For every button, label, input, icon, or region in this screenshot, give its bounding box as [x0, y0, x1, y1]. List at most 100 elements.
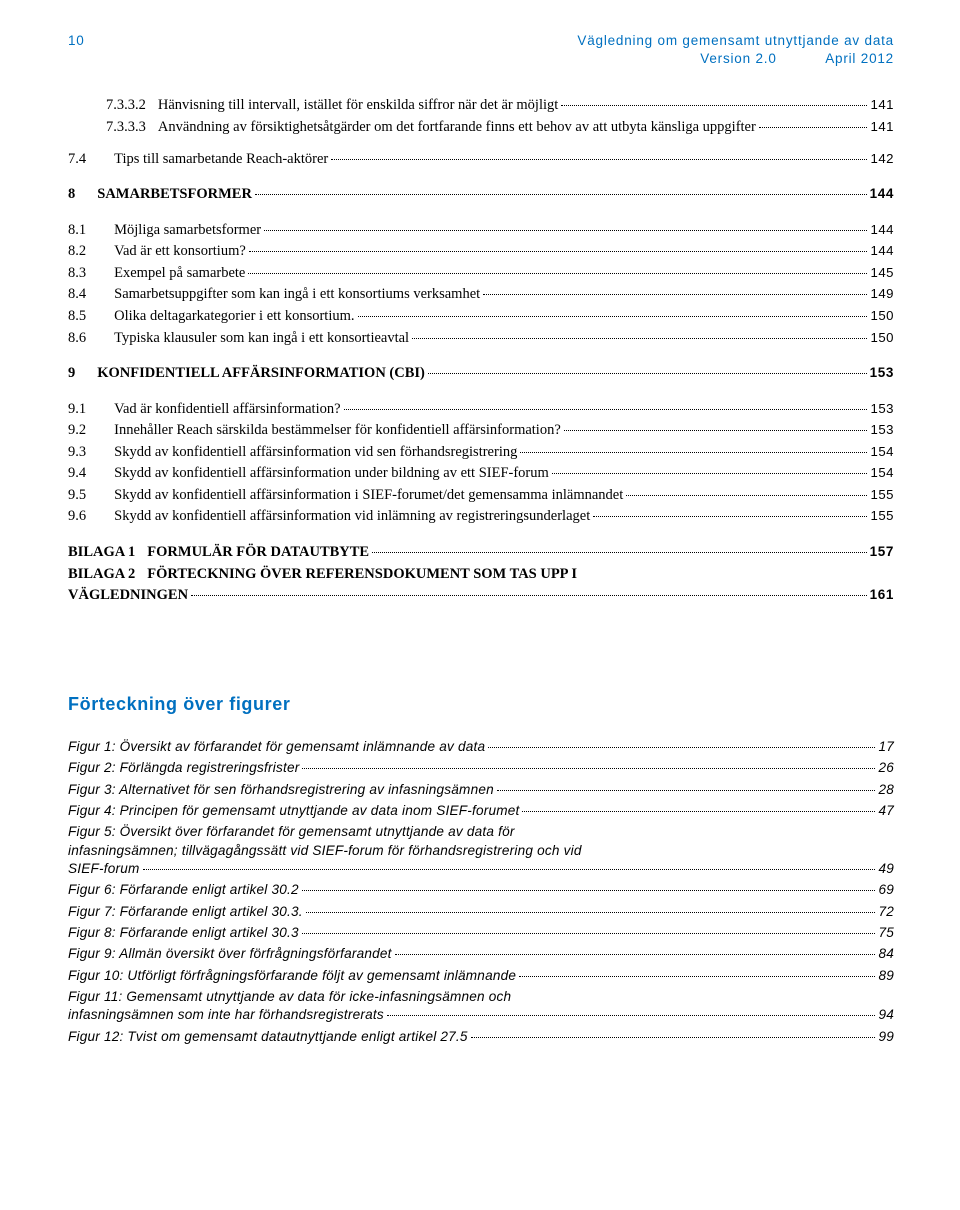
figure-entry: Figur 6: Förfarande enligt artikel 30.2 6…: [68, 881, 894, 899]
toc-dots: [412, 338, 867, 339]
figure-dots: [302, 768, 875, 769]
figure-page: 72: [878, 903, 894, 921]
figure-title: Figur 9: Allmän översikt över förfrågnin…: [68, 945, 392, 963]
toc-num: 9.5: [68, 486, 114, 506]
toc-title: Skydd av konfidentiell affärsinformation…: [114, 443, 517, 463]
toc-dots: [191, 595, 867, 596]
toc-title: Innehåller Reach särskilda bestämmelser …: [114, 421, 561, 441]
toc-page: 157: [870, 543, 894, 561]
toc-num: BILAGA 2: [68, 565, 147, 585]
doc-version: Version 2.0: [700, 51, 776, 66]
figure-entry: Figur 5: Översikt över förfarandet för g…: [68, 823, 894, 878]
toc-title: Möjliga samarbetsformer: [114, 221, 261, 241]
toc-title: Samarbetsuppgifter som kan ingå i ett ko…: [114, 285, 480, 305]
figure-page: 17: [878, 738, 894, 756]
toc-num: BILAGA 1: [68, 543, 147, 563]
toc-num: 8.2: [68, 242, 114, 262]
toc-num: 9.3: [68, 443, 114, 463]
figure-title-line: Figur 5: Översikt över förfarandet för g…: [68, 823, 894, 841]
toc-dots: [759, 127, 868, 128]
toc-title: Olika deltagarkategorier i ett konsortiu…: [114, 307, 354, 327]
figure-entry: Figur 11: Gemensamt utnyttjande av data …: [68, 988, 894, 1025]
toc-dots: [520, 452, 867, 453]
toc-num: 8.3: [68, 264, 114, 284]
toc-num: 9.2: [68, 421, 114, 441]
toc-dots: [552, 473, 868, 474]
doc-version-line: Version 2.0 April 2012: [577, 50, 894, 68]
toc-title: Vad är ett konsortium?: [114, 242, 246, 262]
header-right: Vägledning om gemensamt utnyttjande av d…: [577, 32, 894, 68]
toc-page: 150: [870, 307, 894, 325]
toc-page: 144: [870, 185, 894, 203]
figures-heading: Förteckning över figurer: [68, 692, 894, 716]
toc-title: Skydd av konfidentiell affärsinformation…: [114, 464, 549, 484]
toc-dots: [249, 251, 868, 252]
toc-dots: [564, 430, 868, 431]
toc-page: 161: [870, 586, 894, 604]
toc-num: 8: [68, 185, 97, 205]
figure-page: 69: [878, 881, 894, 899]
toc-page: 153: [870, 400, 894, 418]
figure-title: Figur 4: Principen för gemensamt utnyttj…: [68, 802, 519, 820]
figure-page: 89: [878, 967, 894, 985]
figure-dots: [519, 976, 875, 977]
figure-dots: [143, 869, 876, 870]
toc-page: 145: [870, 264, 894, 282]
doc-date: April 2012: [825, 51, 894, 66]
figure-title: Figur 12: Tvist om gemensamt datautnyttj…: [68, 1028, 468, 1046]
toc-page: 144: [870, 242, 894, 260]
figure-title: Figur 8: Förfarande enligt artikel 30.3: [68, 924, 299, 942]
figure-title: Figur 7: Förfarande enligt artikel 30.3.: [68, 903, 303, 921]
toc-title: Användning av försiktighetsåtgärder om d…: [158, 118, 756, 138]
toc-page: 141: [870, 118, 894, 136]
figure-title: Figur 10: Utförligt förfrågningsförfaran…: [68, 967, 516, 985]
toc-dots: [331, 159, 867, 160]
figure-title: Figur 2: Förlängda registreringsfrister: [68, 759, 299, 777]
figure-page: 75: [878, 924, 894, 942]
toc-page: 154: [870, 464, 894, 482]
toc-title: Tips till samarbetande Reach-aktörer: [114, 150, 328, 170]
figure-title: Figur 6: Förfarande enligt artikel 30.2: [68, 881, 299, 899]
toc-page: 150: [870, 329, 894, 347]
toc-title: Typiska klausuler som kan ingå i ett kon…: [114, 329, 409, 349]
figure-entry: Figur 10: Utförligt förfrågningsförfaran…: [68, 967, 894, 985]
toc-title: Exempel på samarbete: [114, 264, 245, 284]
figure-title-line: infasningsämnen som inte har förhandsreg…: [68, 1006, 384, 1024]
figure-dots: [488, 747, 875, 748]
figure-dots: [306, 912, 876, 913]
toc-dots: [626, 495, 867, 496]
figure-dots: [302, 933, 876, 934]
figure-page: 94: [878, 1006, 894, 1024]
figure-entry: Figur 9: Allmän översikt över förfrågnin…: [68, 945, 894, 963]
figure-page: 26: [878, 759, 894, 777]
figure-title: Figur 1: Översikt av förfarandet för gem…: [68, 738, 485, 756]
toc-page: 155: [870, 486, 894, 504]
figure-dots: [497, 790, 876, 791]
toc-num: 7.3.3.3: [106, 118, 158, 138]
toc-page: 141: [870, 96, 894, 114]
figure-dots: [471, 1037, 876, 1038]
figure-page: 84: [878, 945, 894, 963]
toc-num: 7.4: [68, 150, 114, 170]
page-number: 10: [68, 32, 85, 68]
toc-num: 9.4: [68, 464, 114, 484]
figure-title-line: SIEF-forum: [68, 860, 140, 878]
toc-dots: [483, 294, 867, 295]
toc-title: FÖRTECKNING ÖVER REFERENSDOKUMENT SOM TA…: [147, 565, 577, 585]
toc-title: SAMARBETSFORMER: [97, 185, 252, 205]
toc-dots: [248, 273, 867, 274]
toc-page: 142: [870, 150, 894, 168]
figure-page: 99: [878, 1028, 894, 1046]
toc-num: 7.3.3.2: [106, 96, 158, 116]
toc-dots: [255, 194, 867, 195]
figure-dots: [387, 1015, 876, 1016]
toc-page: 155: [870, 507, 894, 525]
toc-page: 153: [870, 364, 894, 382]
toc-page: 154: [870, 443, 894, 461]
figure-entry: Figur 1: Översikt av förfarandet för gem…: [68, 738, 894, 756]
doc-title: Vägledning om gemensamt utnyttjande av d…: [577, 32, 894, 50]
figure-title-line: infasningsämnen; tillvägagångssätt vid S…: [68, 842, 894, 860]
toc-title: FORMULÄR FÖR DATAUTBYTE: [147, 543, 369, 563]
toc-num: 8.5: [68, 307, 114, 327]
figure-dots: [522, 811, 875, 812]
